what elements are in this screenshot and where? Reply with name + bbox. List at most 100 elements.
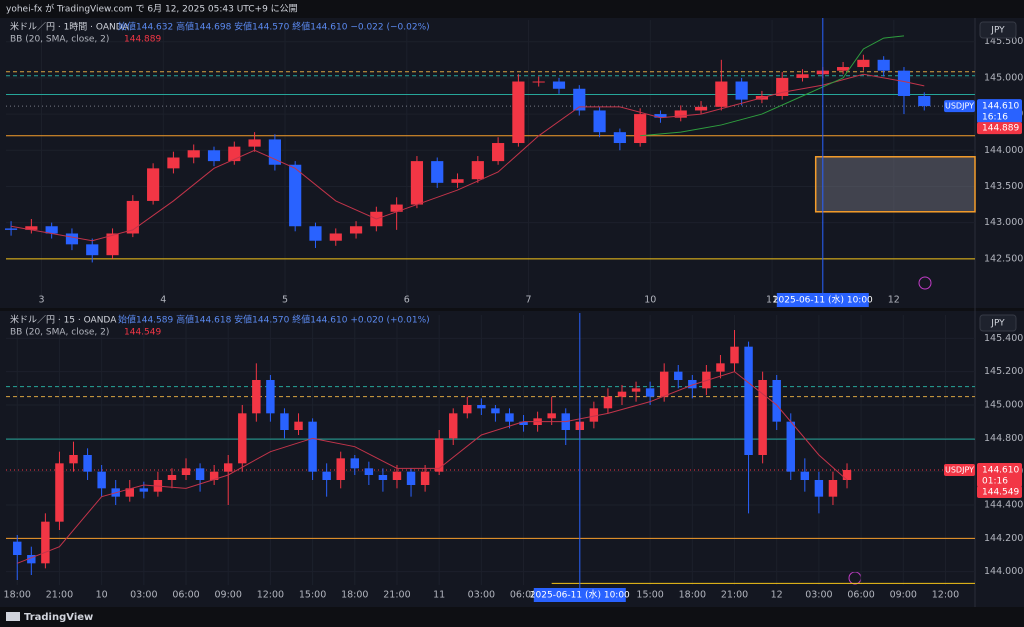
x-tick-label: 12:00: [932, 590, 959, 601]
y-tick-label: 145.000: [984, 400, 1023, 411]
x-tick-label: 11: [433, 590, 445, 601]
candle-body: [463, 405, 472, 414]
candle-body: [252, 380, 261, 414]
symbol-tag: USDJPY: [945, 466, 974, 475]
candle-body: [266, 380, 275, 414]
countdown: 16:16: [982, 113, 1008, 123]
candle-body: [552, 81, 566, 89]
candle-body: [97, 471, 106, 489]
zone: [814, 156, 976, 213]
bb-line: [640, 35, 905, 137]
candle-body: [139, 488, 149, 492]
brand: TradingView: [24, 612, 93, 623]
candle-body: [654, 114, 667, 118]
x-tick-label: 10: [644, 295, 656, 306]
candle-body: [392, 471, 402, 480]
candle-body: [735, 81, 748, 100]
bb-tag: 144.889: [982, 124, 1019, 134]
candle-body: [786, 421, 795, 472]
candle-body: [4, 228, 18, 230]
candle-body: [589, 408, 599, 422]
x-tick-label: 6: [404, 295, 410, 306]
candle-body: [181, 468, 191, 475]
candle-body: [410, 161, 424, 205]
x-tick-label: 12: [771, 590, 783, 601]
x-tick-label: 18:00: [4, 590, 31, 601]
candle-body: [617, 391, 627, 397]
y-tick-label: 145.000: [984, 72, 1023, 83]
candle-body: [688, 380, 697, 389]
candle-body: [512, 81, 525, 144]
symbol-tag-bg: [944, 464, 975, 476]
candle-body: [634, 114, 647, 144]
candle-body: [491, 408, 500, 414]
candle-body: [83, 455, 92, 472]
y-tick-label: 144.800: [984, 433, 1023, 444]
y-tick-label: 145.500: [984, 36, 1023, 47]
candle-body: [758, 380, 767, 455]
x-tick-label: 10: [96, 590, 108, 601]
price-tag: 144.610: [982, 466, 1019, 476]
alert-icon[interactable]: [918, 276, 932, 290]
candle-body: [207, 150, 221, 162]
x-tick-label: 4: [160, 295, 166, 306]
candle-body: [837, 67, 850, 71]
y-tick-label: 144.400: [984, 500, 1023, 511]
candle-body: [451, 179, 464, 183]
candle-body: [55, 463, 64, 522]
bb-line: [10, 73, 925, 242]
bb-line: [17, 371, 848, 564]
logo: [6, 612, 20, 621]
x-tick-label: 06:00: [510, 590, 537, 601]
y-tick-label: 143.000: [984, 217, 1023, 228]
legend-bb: BB (20, SMA, close, 2): [10, 35, 109, 45]
candle-body: [547, 413, 556, 419]
candle-body: [147, 168, 160, 201]
crosshair-label: 2025-06-11 (水) 10:00: [530, 589, 630, 601]
x-tick-label: 21:00: [383, 590, 410, 601]
y-tick-label: 144.200: [984, 533, 1023, 544]
candle-body: [519, 421, 528, 425]
candle-body: [471, 161, 484, 180]
candle-body: [125, 488, 134, 497]
candle-body: [532, 81, 545, 83]
candle-body: [631, 388, 641, 392]
candle-body: [195, 468, 205, 480]
x-tick-label: 09:00: [890, 590, 917, 601]
x-tick-label: 03:00: [805, 590, 832, 601]
candle-body: [349, 226, 363, 234]
x-tick-label: 18:00: [341, 590, 368, 601]
legend-ohlc: 始値144.632 高値144.698 安値144.570 終値144.610 …: [118, 21, 430, 33]
legend-name: 米ドル／円 · 15 · OANDA: [10, 314, 117, 326]
candle-body: [613, 132, 626, 144]
candle-body: [289, 164, 302, 227]
candle-body: [603, 396, 613, 409]
currency-box: [979, 21, 1017, 39]
candle-body: [674, 371, 683, 380]
crosshair-label-bg: [533, 588, 626, 602]
candle-body: [378, 475, 388, 480]
candle-body: [322, 471, 331, 480]
candle-body: [716, 363, 725, 372]
symbol-tag: USDJPY: [945, 102, 974, 111]
bb-tag-bg: [977, 122, 1022, 135]
candle-body: [350, 458, 360, 469]
candle-body: [694, 106, 708, 111]
x-tick-label: 03:00: [468, 590, 495, 601]
x-tick-label: 3: [38, 295, 44, 306]
candle-body: [796, 74, 809, 78]
price-tag-bg: [977, 463, 1022, 487]
candle-body: [918, 95, 931, 107]
candle-body: [406, 471, 416, 485]
x-tick-label: 06:00: [172, 590, 199, 601]
header: yohei-fx が TradingView.com で 6月 12, 2025…: [6, 3, 298, 15]
candle-body: [336, 458, 345, 480]
candle-body: [13, 541, 22, 555]
candle-body: [187, 150, 200, 158]
candle-body: [897, 70, 911, 96]
price-tag: 144.610: [982, 102, 1019, 112]
x-tick-label: 18:00: [679, 590, 706, 601]
candle-body: [238, 413, 247, 464]
candle-body: [167, 157, 180, 169]
